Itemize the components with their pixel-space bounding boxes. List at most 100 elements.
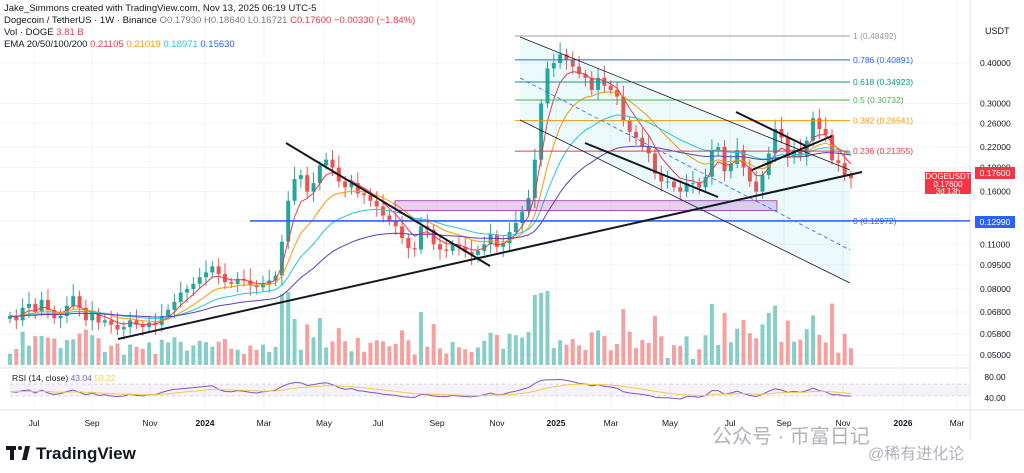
candle-body bbox=[172, 301, 177, 310]
fib-level-label: 0.382 (0.26541) bbox=[853, 116, 913, 126]
y-tick-label: 0.26000 bbox=[980, 118, 1011, 128]
volume-bar bbox=[147, 342, 152, 365]
candle-body bbox=[191, 283, 196, 290]
candle-body bbox=[26, 303, 31, 308]
volume-bar bbox=[747, 333, 752, 365]
candle-body bbox=[690, 183, 695, 185]
candle bbox=[583, 69, 588, 87]
volume-bar bbox=[640, 339, 645, 365]
volume-bar bbox=[577, 345, 582, 365]
y-tick-label: 0.09500 bbox=[980, 260, 1011, 270]
candle bbox=[615, 81, 620, 106]
candle-body bbox=[684, 183, 689, 192]
volume-bar bbox=[539, 293, 544, 365]
candle-body bbox=[659, 173, 664, 182]
candle-body bbox=[431, 229, 436, 245]
volume-bar bbox=[292, 318, 297, 365]
candle-body bbox=[147, 322, 152, 328]
candle bbox=[817, 108, 822, 140]
candle-body bbox=[456, 244, 461, 247]
candle-body bbox=[539, 103, 544, 160]
ema50-value: 0.21019 bbox=[126, 39, 161, 50]
volume-bar bbox=[235, 349, 240, 365]
volume-bar bbox=[20, 331, 25, 365]
volume-bar bbox=[305, 324, 310, 365]
tradingview-logo[interactable]: TradingView bbox=[6, 444, 136, 464]
descending-channel bbox=[520, 37, 850, 283]
x-tick-label: Nov bbox=[489, 418, 505, 428]
volume-bar bbox=[646, 342, 651, 365]
volume-bar bbox=[456, 347, 461, 365]
volume-bar bbox=[678, 345, 683, 365]
candle-body bbox=[83, 307, 88, 321]
candle-body bbox=[330, 159, 335, 168]
candle-body bbox=[393, 220, 398, 227]
candle bbox=[558, 42, 563, 69]
candle bbox=[222, 263, 227, 290]
candle bbox=[273, 271, 278, 287]
x-tick-label: Sep bbox=[776, 418, 791, 428]
volume-bar bbox=[463, 349, 468, 365]
x-tick-label: 2024 bbox=[196, 418, 215, 428]
candle-body bbox=[77, 296, 82, 308]
volume-bar bbox=[134, 346, 139, 365]
candle-body bbox=[608, 85, 613, 91]
volume-bar bbox=[570, 338, 575, 365]
volume-bar bbox=[722, 312, 727, 365]
volume-bar bbox=[754, 338, 759, 365]
candle-body bbox=[475, 250, 480, 255]
candle-body bbox=[735, 150, 740, 164]
volume-bar bbox=[317, 318, 322, 365]
volume-bar bbox=[362, 351, 367, 365]
candle-body bbox=[355, 183, 360, 194]
candle-body bbox=[178, 292, 183, 302]
support-axis-tag: 0.12990 bbox=[975, 216, 1015, 228]
candle-body bbox=[33, 303, 38, 312]
candle-body bbox=[785, 137, 790, 157]
volume-label[interactable]: Vol · DOGE bbox=[4, 27, 54, 38]
candle-body bbox=[842, 163, 847, 176]
candle-body bbox=[697, 183, 702, 188]
volume-bar bbox=[728, 342, 733, 365]
volume-value: 3.81 B bbox=[56, 27, 84, 38]
candle-body bbox=[400, 226, 405, 239]
volume-bar bbox=[267, 351, 272, 365]
candle-body bbox=[235, 278, 240, 284]
volume-bar bbox=[204, 342, 209, 365]
x-tick-label: Nov bbox=[835, 418, 851, 428]
volume-bar bbox=[374, 340, 379, 365]
candle-body bbox=[811, 118, 816, 141]
candle-body bbox=[381, 206, 386, 216]
fib-level-label: 0.5 (0.30732) bbox=[853, 95, 904, 105]
ema-label[interactable]: EMA 20/50/100/200 bbox=[4, 39, 88, 50]
candle bbox=[115, 312, 120, 336]
volume-bar bbox=[589, 332, 594, 365]
volume-bar bbox=[450, 341, 455, 365]
rsi-value: 43.04 bbox=[71, 373, 95, 383]
symbol-name[interactable]: Dogecoin / TetherUS · 1W · Binance bbox=[4, 15, 157, 26]
volume-bar bbox=[652, 315, 657, 365]
x-tick-label: 2026 bbox=[894, 418, 913, 428]
volume-bar bbox=[545, 291, 550, 365]
volume-bar bbox=[248, 345, 253, 365]
volume-bar bbox=[830, 303, 835, 365]
candle bbox=[678, 180, 683, 201]
fib-level-label: 0.786 (0.40891) bbox=[853, 55, 913, 65]
candle-body bbox=[140, 324, 145, 328]
candle-body bbox=[570, 59, 575, 67]
rsi-tick-80: 80.00 bbox=[984, 372, 1006, 382]
volume-bar bbox=[785, 320, 790, 365]
candle-body bbox=[741, 150, 746, 168]
candle-body bbox=[615, 90, 620, 97]
candle-body bbox=[621, 96, 626, 121]
candle-body bbox=[678, 187, 683, 192]
support-zone bbox=[394, 200, 778, 211]
volume-group bbox=[8, 291, 853, 365]
volume-bar bbox=[39, 336, 44, 365]
candle-body bbox=[792, 150, 797, 157]
x-tick-label: Jul bbox=[725, 418, 736, 428]
candle bbox=[646, 134, 651, 163]
candle bbox=[665, 170, 670, 189]
candle-body bbox=[728, 163, 733, 172]
